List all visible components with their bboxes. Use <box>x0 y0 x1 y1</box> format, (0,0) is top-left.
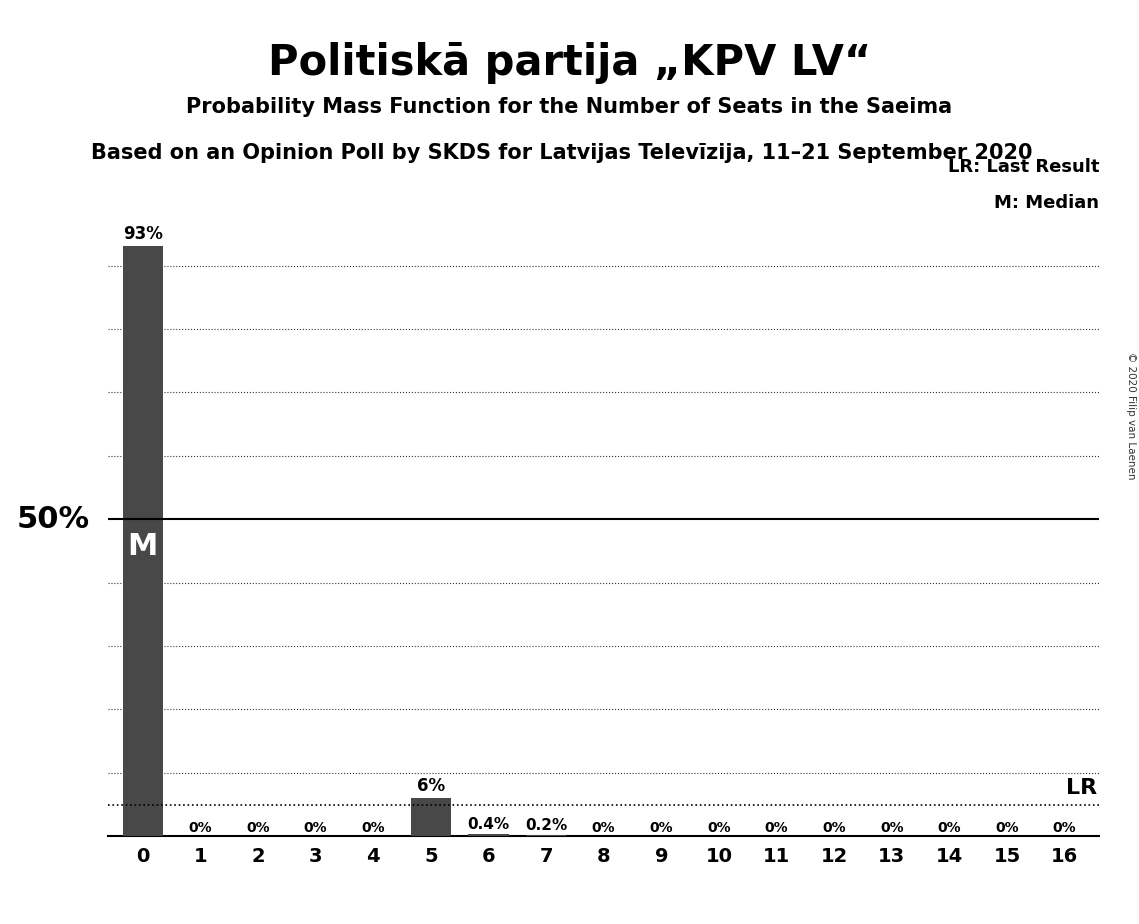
Text: © 2020 Filip van Laenen: © 2020 Filip van Laenen <box>1126 352 1136 480</box>
Text: 50%: 50% <box>17 505 90 534</box>
Text: 0.2%: 0.2% <box>525 818 567 833</box>
Text: M: Median: M: Median <box>994 194 1099 213</box>
Text: 0%: 0% <box>822 821 846 835</box>
Text: 6%: 6% <box>417 777 445 795</box>
Text: Based on an Opinion Poll by SKDS for Latvijas Televīzija, 11–21 September 2020: Based on an Opinion Poll by SKDS for Lat… <box>91 143 1033 164</box>
Text: 0%: 0% <box>937 821 961 835</box>
Text: Probability Mass Function for the Number of Seats in the Saeima: Probability Mass Function for the Number… <box>187 97 952 117</box>
Bar <box>411 798 451 836</box>
Bar <box>123 247 163 836</box>
Text: 0%: 0% <box>246 821 270 835</box>
Text: 0.4%: 0.4% <box>467 817 509 832</box>
Text: 0%: 0% <box>189 821 212 835</box>
Text: LR: LR <box>1066 778 1097 798</box>
Text: LR: Last Result: LR: Last Result <box>948 159 1099 176</box>
Bar <box>526 835 566 836</box>
Text: 0%: 0% <box>1052 821 1076 835</box>
Bar <box>468 833 509 836</box>
Text: M: M <box>128 532 158 561</box>
Text: 0%: 0% <box>880 821 903 835</box>
Text: 0%: 0% <box>649 821 673 835</box>
Text: 0%: 0% <box>592 821 615 835</box>
Text: 0%: 0% <box>764 821 788 835</box>
Text: 0%: 0% <box>361 821 385 835</box>
Text: 93%: 93% <box>123 225 163 243</box>
Text: 0%: 0% <box>707 821 731 835</box>
Text: Politiskā partija „KPV LV“: Politiskā partija „KPV LV“ <box>268 42 871 83</box>
Text: 0%: 0% <box>995 821 1018 835</box>
Text: 0%: 0% <box>304 821 327 835</box>
